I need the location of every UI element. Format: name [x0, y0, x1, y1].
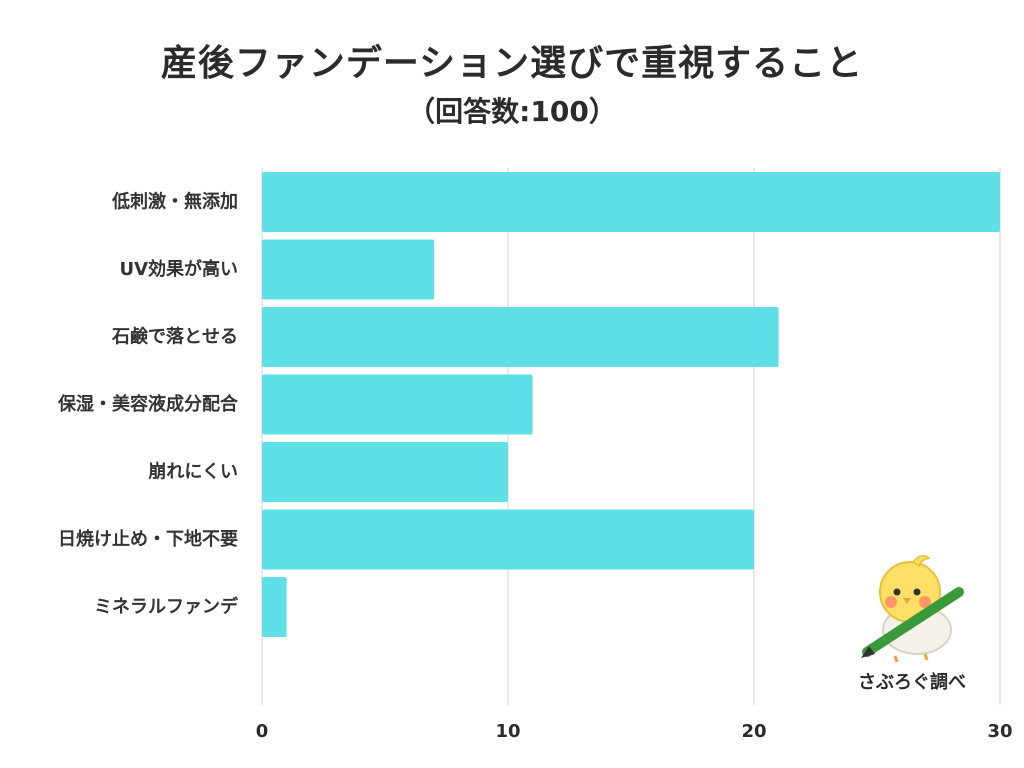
category-label-4: 崩れにくい: [148, 461, 238, 483]
bar-0: [262, 172, 1000, 232]
bar-4: [262, 442, 508, 502]
bar-2: [262, 307, 779, 367]
category-label-6: ミネラルファンデ: [94, 596, 239, 618]
bird-mascot-icon: [861, 555, 964, 662]
chart-subtitle: （回答数:100）: [407, 95, 617, 128]
source-credit: さぶろぐ調べ: [858, 672, 966, 693]
category-label-3: 保湿・美容液成分配合: [57, 393, 239, 415]
x-tick-label-3: 30: [987, 721, 1012, 742]
category-label-1: UV効果が高い: [119, 258, 238, 280]
category-label-0: 低刺激・無添加: [111, 191, 238, 213]
bars: [262, 172, 1000, 637]
category-label-5: 日焼け止め・下地不要: [58, 528, 238, 550]
category-label-2: 石鹸で落とせる: [111, 326, 238, 348]
x-tick-label-2: 20: [741, 721, 766, 742]
x-tick-label-1: 10: [495, 721, 520, 742]
bar-3: [262, 374, 533, 435]
bar-6: [262, 577, 287, 637]
category-labels: 低刺激・無添加 UV効果が高い石鹸で落とせる保湿・美容液成分配合崩れにくい日焼け止…: [57, 191, 239, 618]
bar-5: [262, 509, 754, 570]
x-tick-label-0: 0: [256, 721, 269, 742]
chart-title: 産後ファンデーション選びで重視すること: [160, 43, 864, 84]
x-tick-labels: 0 10 20 30: [256, 721, 1013, 742]
bar-1: [262, 239, 435, 300]
